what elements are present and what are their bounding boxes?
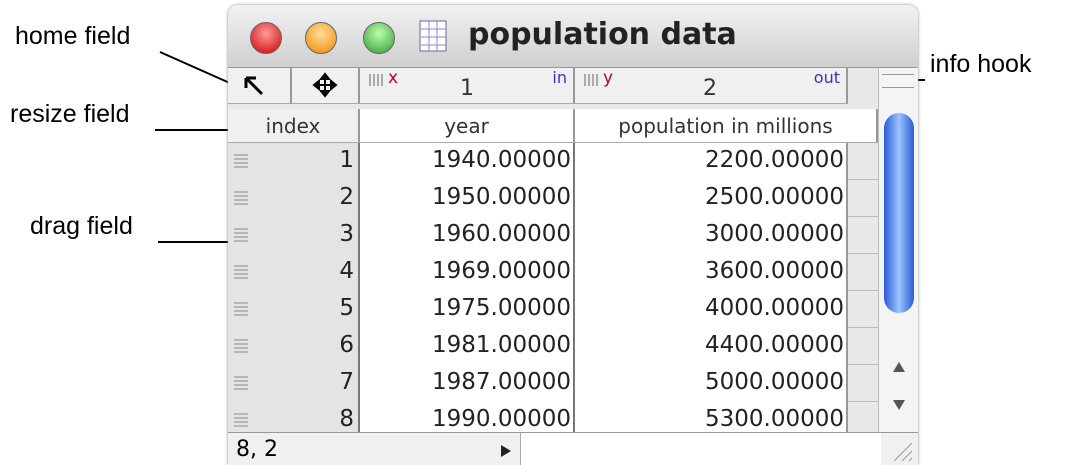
index-cell: 1 (228, 143, 360, 180)
cell: 5000.00000 (575, 365, 848, 402)
status-bar: 8, 2 (228, 432, 918, 465)
cell: 1975.00000 (360, 291, 575, 328)
column-var: x (388, 68, 399, 88)
annotation: home field (15, 22, 131, 50)
table-row: 6 1981.00000 4400.00000 (228, 328, 878, 365)
table-row: 3 1960.00000 3000.00000 (228, 217, 878, 254)
cell: 1981.00000 (360, 328, 575, 365)
table-row: 8 1990.00000 5300.00000 (228, 402, 878, 432)
drag-field[interactable] (234, 338, 250, 354)
home-field[interactable] (228, 68, 292, 104)
scrollbar[interactable] (878, 68, 918, 432)
cell: 1990.00000 (360, 402, 575, 432)
drag-field[interactable] (234, 412, 250, 428)
column-number: 1 (460, 76, 474, 101)
minimize-button[interactable] (305, 22, 337, 54)
drag-field[interactable] (234, 301, 250, 317)
document-icon (419, 20, 447, 52)
cell: 2200.00000 (575, 143, 848, 180)
drag-field[interactable] (234, 190, 250, 206)
index-cell: 8 (228, 402, 360, 432)
cell: 1969.00000 (360, 254, 575, 291)
scroll-thumb[interactable] (884, 113, 914, 313)
info-hook[interactable] (882, 74, 914, 88)
index-cell: 4 (228, 254, 360, 291)
index-cell: 6 (228, 328, 360, 365)
index-value: 2 (339, 184, 354, 210)
cell: 1987.00000 (360, 365, 575, 402)
index-value: 8 (339, 406, 354, 432)
status-field (520, 433, 881, 465)
column-name: index (228, 109, 360, 143)
column-var: y (603, 68, 614, 88)
index-value: 4 (339, 258, 354, 284)
index-value: 5 (339, 295, 354, 321)
window-title: population data (468, 17, 737, 52)
index-cell: 3 (228, 217, 360, 254)
index-cell: 5 (228, 291, 360, 328)
index-cell: 7 (228, 365, 360, 402)
drag-field[interactable] (234, 375, 250, 391)
drag-field[interactable] (234, 264, 250, 280)
close-button[interactable] (250, 22, 282, 54)
column-role: out (813, 68, 840, 87)
cell: 4400.00000 (575, 328, 848, 365)
annotation: resize field (10, 100, 130, 128)
annotation: drag field (30, 212, 133, 240)
cell: 1960.00000 (360, 217, 575, 254)
scroll-arrows[interactable] (889, 358, 909, 418)
cell: 1940.00000 (360, 143, 575, 180)
column-number: 2 (703, 76, 717, 101)
table-row: 1 1940.00000 2200.00000 (228, 143, 878, 180)
cell: 4000.00000 (575, 291, 848, 328)
cell: 2500.00000 (575, 180, 848, 217)
cell: 3600.00000 (575, 254, 848, 291)
column-role: in (552, 68, 567, 87)
table-row: 7 1987.00000 5000.00000 (228, 365, 878, 402)
table-body: 1 1940.00000 2200.00000 2 1950.00000 2500.000… (228, 143, 878, 432)
table-row: 5 1975.00000 4000.00000 (228, 291, 878, 328)
resize-field[interactable] (292, 68, 360, 104)
cell: 3000.00000 (575, 217, 848, 254)
table-row: 4 1969.00000 3600.00000 (228, 254, 878, 291)
cell: 1950.00000 (360, 180, 575, 217)
status-cell: 8, 2 (236, 437, 278, 462)
drag-field[interactable] (234, 153, 250, 169)
index-value: 6 (339, 332, 354, 358)
column-name: population in millions (575, 109, 878, 143)
drag-field[interactable] (234, 227, 250, 243)
column-header[interactable]: x 1 in (360, 68, 575, 104)
column-header[interactable]: y 2 out (575, 68, 848, 104)
index-value: 1 (339, 147, 354, 173)
table-row: 2 1950.00000 2500.00000 (228, 180, 878, 217)
cell: 5300.00000 (575, 402, 848, 432)
zoom-button[interactable] (363, 22, 395, 54)
title-bar: population data (228, 5, 918, 68)
index-value: 3 (339, 221, 354, 247)
index-cell: 2 (228, 180, 360, 217)
annotation: info hook (930, 50, 1032, 78)
index-value: 7 (339, 369, 354, 395)
column-name: year (360, 109, 575, 143)
window: population data x 1 in y 2 out index yea… (228, 5, 918, 465)
